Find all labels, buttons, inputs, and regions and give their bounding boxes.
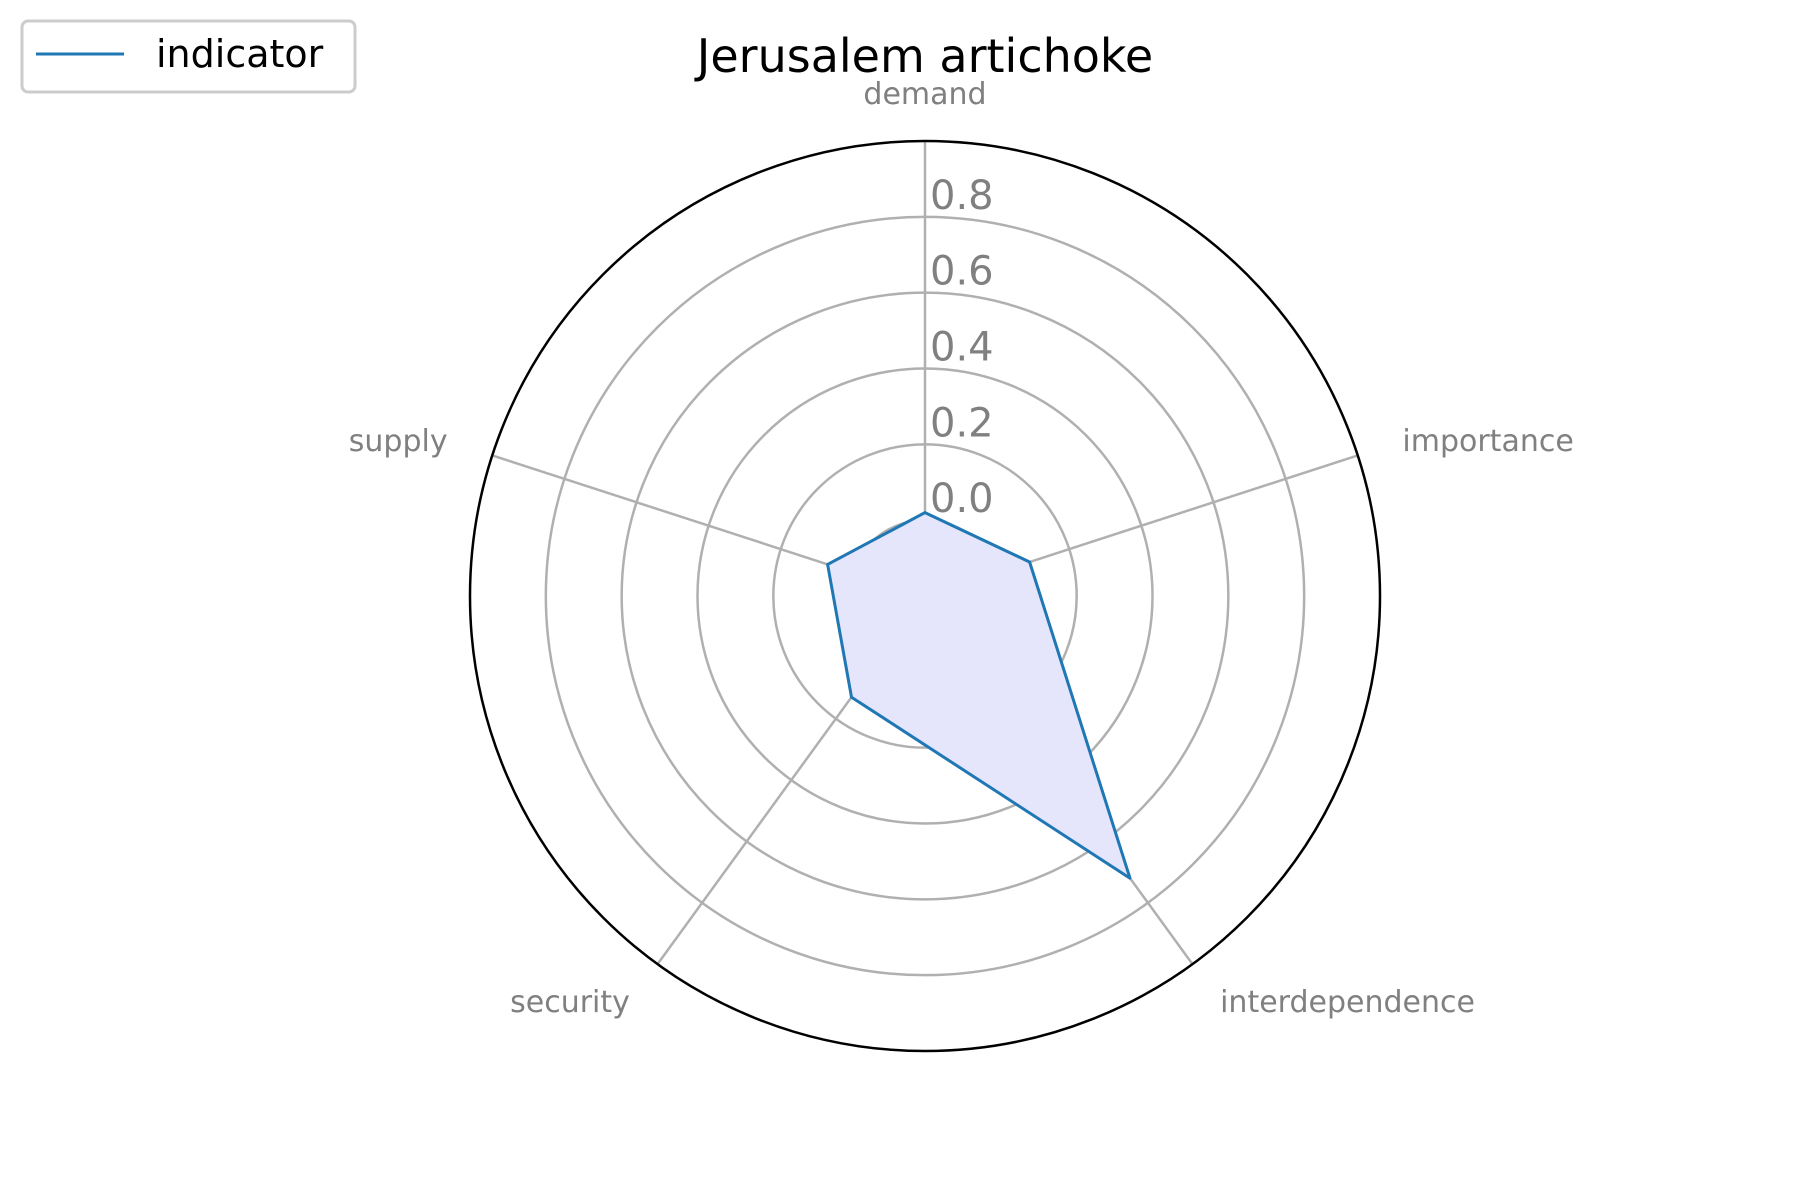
axis-label-demand: demand	[863, 77, 986, 112]
axis-label-security: security	[510, 985, 630, 1020]
axis-label-supply: supply	[349, 424, 448, 459]
radial-tick-label-2: 0.4	[930, 325, 994, 371]
radial-tick-label-1: 0.2	[930, 400, 994, 446]
legend-box	[20, 19, 357, 94]
radial-tick-label-0: 0.0	[930, 476, 994, 522]
legend-label: indicator	[156, 32, 324, 76]
series-fill-0	[827, 512, 1130, 879]
axis-label-interdependence: interdependence	[1220, 985, 1475, 1020]
label-layer: demand importance interdependence security s…	[349, 77, 1574, 1020]
grid-layer	[468, 139, 1382, 1053]
legend: indicator	[20, 19, 357, 94]
radial-tick-label-4: 0.8	[930, 173, 994, 219]
radial-tick-label-3: 0.6	[930, 249, 994, 295]
series-layer	[826, 511, 1132, 880]
series-line-0	[826, 511, 1132, 880]
outer-circle	[468, 139, 1382, 1053]
axis-label-importance: importance	[1402, 424, 1573, 459]
chart-title: Jerusalem artichoke	[694, 29, 1153, 83]
